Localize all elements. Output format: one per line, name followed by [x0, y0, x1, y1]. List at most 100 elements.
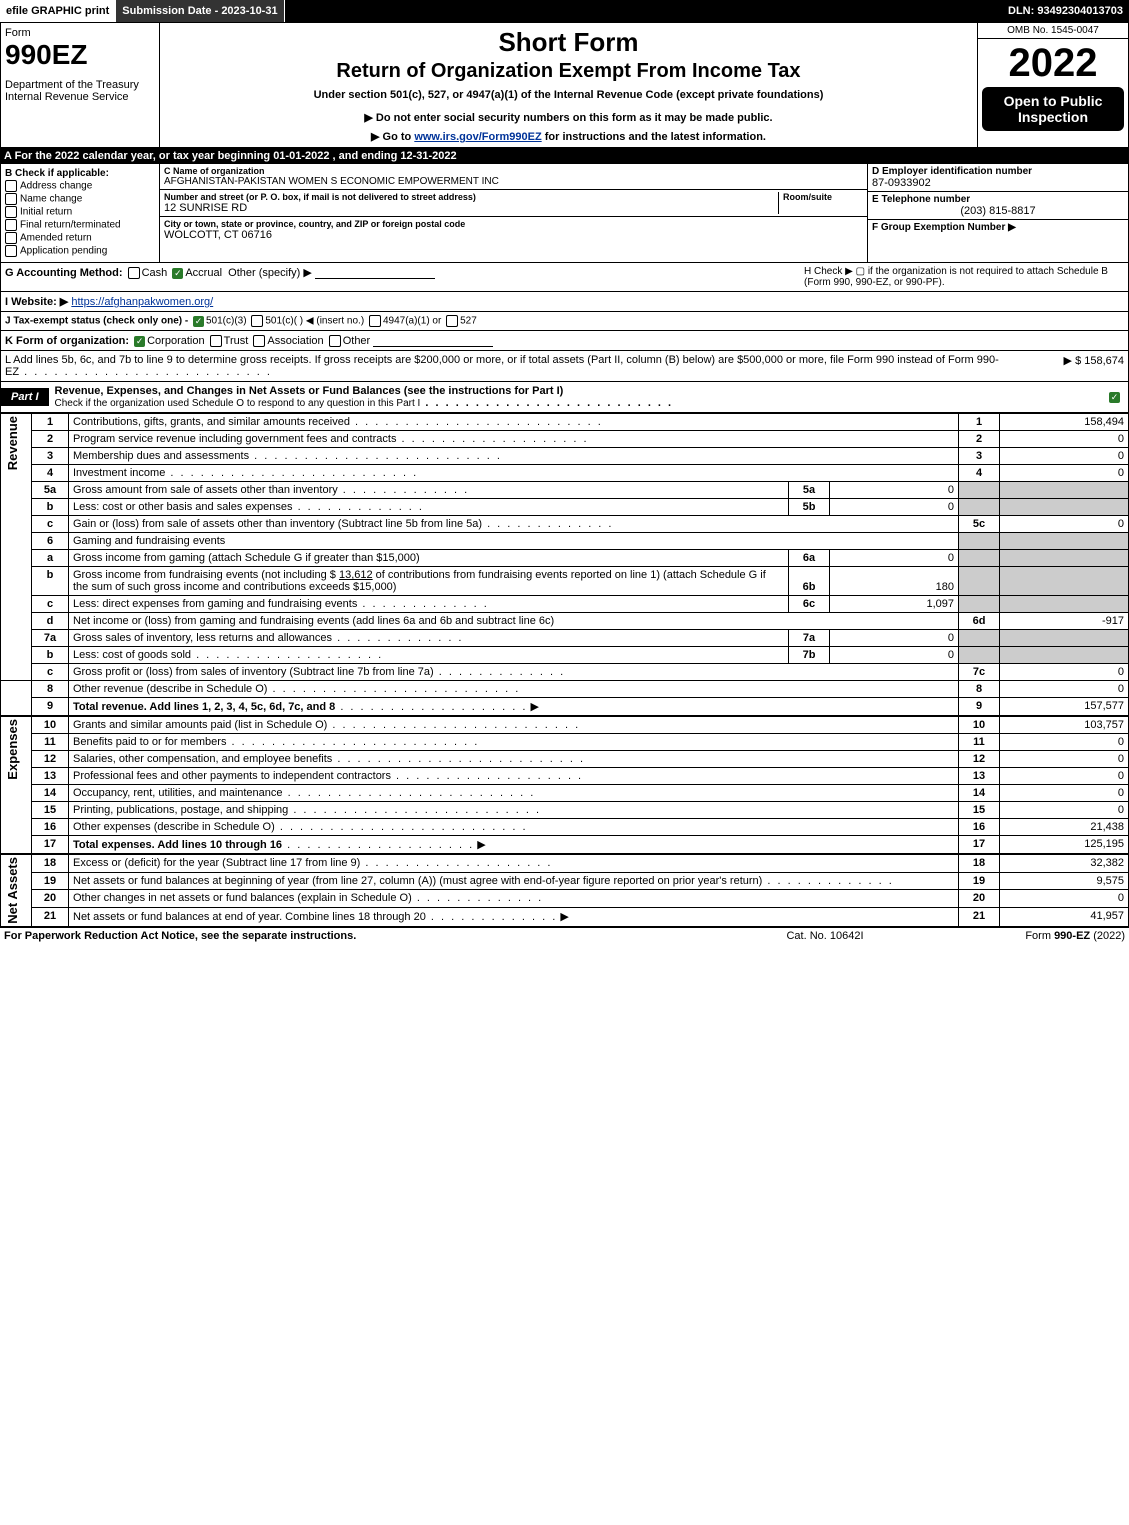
grey-cell — [959, 647, 1000, 664]
lineno: 5a — [32, 482, 69, 499]
line-val: 21,438 — [1000, 819, 1129, 836]
lineno: 11 — [32, 734, 69, 751]
checkbox-corp[interactable]: ✓ — [134, 336, 145, 347]
lineno: 16 — [32, 819, 69, 836]
side-expenses: Expenses — [5, 719, 20, 780]
checkbox-name-change[interactable] — [5, 193, 17, 205]
footer-right-pre: Form — [1025, 930, 1054, 942]
d-ein-label: D Employer identification number — [872, 166, 1124, 177]
submission-date: Submission Date - 2023-10-31 — [116, 0, 284, 22]
lineno: 19 — [32, 872, 69, 890]
line-val: 0 — [1000, 516, 1129, 533]
line-desc: Professional fees and other payments to … — [73, 770, 391, 782]
c-name-label: C Name of organization — [164, 166, 863, 176]
line-desc: Total revenue. Add lines 1, 2, 3, 4, 5c,… — [73, 701, 335, 713]
org-info-grid: B Check if applicable: Address change Na… — [0, 164, 1129, 263]
g-cash: Cash — [142, 267, 168, 279]
grey-cell — [959, 482, 1000, 499]
checkbox-cash[interactable] — [128, 267, 140, 279]
footer-right-suf: (2022) — [1090, 930, 1125, 942]
irs-link[interactable]: www.irs.gov/Form990EZ — [414, 131, 541, 143]
sub-val: 0 — [830, 550, 959, 567]
line-num: 8 — [959, 681, 1000, 698]
ein-value: 87-0933902 — [872, 177, 1124, 189]
lineno: 7a — [32, 630, 69, 647]
b-item-0: Address change — [20, 181, 92, 192]
part1-sub: Check if the organization used Schedule … — [55, 398, 421, 409]
other-specify-input[interactable] — [315, 266, 435, 279]
lineno: b — [32, 647, 69, 664]
lineno: c — [32, 516, 69, 533]
checkbox-501c3[interactable]: ✓ — [193, 316, 204, 327]
line-desc: Net assets or fund balances at end of ye… — [73, 911, 426, 923]
lineno: 4 — [32, 465, 69, 482]
k-label: K Form of organization: — [5, 335, 129, 347]
line-val: 0 — [1000, 681, 1129, 698]
line-num: 16 — [959, 819, 1000, 836]
line-num: 19 — [959, 872, 1000, 890]
sub-lineno: 5a — [789, 482, 830, 499]
line-desc: Less: direct expenses from gaming and fu… — [73, 598, 357, 610]
other-org-input[interactable] — [373, 334, 493, 347]
line-num: 9 — [959, 698, 1000, 716]
i-label: I Website: ▶ — [5, 296, 68, 308]
lineno: 21 — [32, 907, 69, 926]
line-val: 0 — [1000, 431, 1129, 448]
checkbox-trust[interactable] — [210, 335, 222, 347]
tax-year: 2022 — [978, 39, 1128, 83]
line-num: 10 — [959, 717, 1000, 734]
part1-title: Revenue, Expenses, and Changes in Net As… — [55, 385, 564, 397]
checkbox-schedule-o[interactable]: ✓ — [1109, 392, 1120, 403]
h-text: H Check ▶ ▢ if the organization is not r… — [804, 266, 1124, 288]
grey-cell — [1000, 533, 1129, 550]
form-label: Form — [5, 27, 155, 39]
website-link[interactable]: https://afghanpakwomen.org/ — [71, 296, 213, 308]
checkbox-application-pending[interactable] — [5, 245, 17, 257]
grey-cell — [959, 499, 1000, 516]
checkbox-accrual[interactable]: ✓ — [172, 268, 183, 279]
grey-cell — [1000, 550, 1129, 567]
checkbox-527[interactable] — [446, 315, 458, 327]
line-desc: Other expenses (describe in Schedule O) — [73, 821, 275, 833]
checkbox-other-org[interactable] — [329, 335, 341, 347]
checkbox-4947[interactable] — [369, 315, 381, 327]
k-other: Other — [343, 335, 371, 347]
line-desc: Less: cost of goods sold — [73, 649, 191, 661]
checkbox-assoc[interactable] — [253, 335, 265, 347]
line-desc: Gross sales of inventory, less returns a… — [73, 632, 332, 644]
j-cblank: 501(c)( ) ◀ (insert no.) — [265, 316, 364, 327]
lineno: c — [32, 596, 69, 613]
line-val: 125,195 — [1000, 836, 1129, 854]
section-b-title: B Check if applicable: — [5, 168, 155, 179]
line-desc-pre: Gross income from fundraising events (no… — [73, 569, 339, 581]
checkbox-501c[interactable] — [251, 315, 263, 327]
b-item-4: Amended return — [20, 233, 92, 244]
footer-right-bold: 990-EZ — [1054, 930, 1090, 942]
lineno: 15 — [32, 802, 69, 819]
checkbox-address-change[interactable] — [5, 180, 17, 192]
line-desc: Occupancy, rent, utilities, and maintena… — [73, 787, 283, 799]
short-form-title: Short Form — [164, 27, 973, 58]
e-tel-label: E Telephone number — [872, 194, 1124, 205]
note2-suffix: for instructions and the latest informat… — [542, 131, 766, 143]
g-label: G Accounting Method: — [5, 267, 123, 279]
sub-lineno: 5b — [789, 499, 830, 516]
checkbox-final-return[interactable] — [5, 219, 17, 231]
lineno: 2 — [32, 431, 69, 448]
line-desc: Printing, publications, postage, and shi… — [73, 804, 288, 816]
checkbox-amended-return[interactable] — [5, 232, 17, 244]
line-num: 20 — [959, 890, 1000, 908]
ssn-warning: ▶ Do not enter social security numbers o… — [164, 111, 973, 124]
sub-lineno: 7a — [789, 630, 830, 647]
section-a: A For the 2022 calendar year, or tax yea… — [0, 148, 1129, 164]
b-item-3: Final return/terminated — [20, 220, 121, 231]
line-val: 0 — [1000, 664, 1129, 681]
l-amount: ▶ $ 158,674 — [1004, 354, 1124, 378]
checkbox-initial-return[interactable] — [5, 206, 17, 218]
return-title: Return of Organization Exempt From Incom… — [164, 60, 973, 83]
sub-val: 0 — [830, 630, 959, 647]
part1-tab: Part I — [1, 388, 49, 406]
lineno: 10 — [32, 717, 69, 734]
omb-number: OMB No. 1545-0047 — [978, 23, 1128, 39]
sub-lineno: 6a — [789, 550, 830, 567]
